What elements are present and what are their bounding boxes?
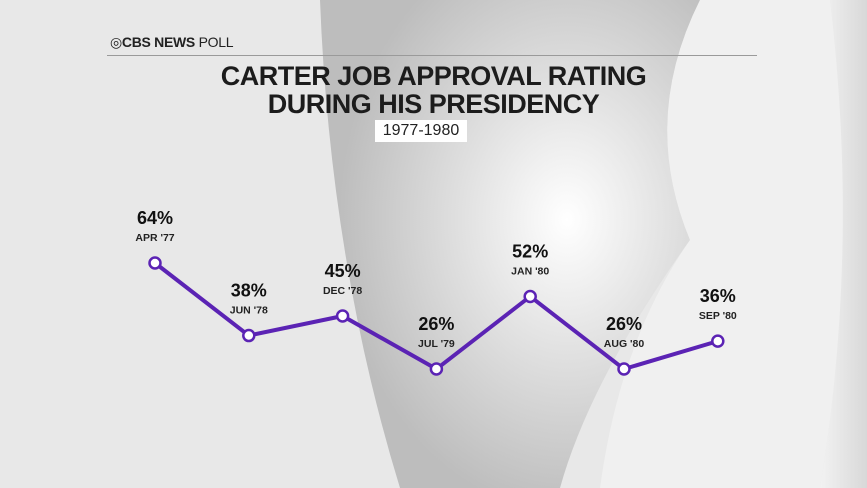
value-label: 26% <box>606 314 642 334</box>
date-label: JUN '78 <box>230 305 268 317</box>
date-label: AUG '80 <box>604 338 645 350</box>
value-label: 45% <box>325 261 361 281</box>
date-label: APR '77 <box>135 232 174 244</box>
data-point <box>242 328 256 343</box>
data-point <box>335 309 350 323</box>
date-label: DEC '78 <box>323 285 362 297</box>
value-label: 26% <box>418 314 454 334</box>
chart-subtitle: 1977-1980 <box>375 120 467 142</box>
data-point <box>711 334 725 348</box>
value-label: 64% <box>137 208 173 228</box>
value-label: 36% <box>700 286 736 306</box>
data-point <box>617 362 631 376</box>
value-label: 52% <box>512 241 548 261</box>
data-point <box>148 256 162 270</box>
date-label: SEP '80 <box>699 310 737 322</box>
header-divider <box>107 55 757 56</box>
date-label: JUL '79 <box>418 338 455 350</box>
date-label: JAN '80 <box>511 265 549 277</box>
value-label: 38% <box>231 281 267 301</box>
chart-title: CARTER JOB APPROVAL RATING DURING HIS PRE… <box>220 61 647 119</box>
data-point <box>429 362 444 376</box>
cbs-news-poll-logo: ◎CBS NEWS POLL <box>110 34 234 50</box>
data-point <box>523 289 537 304</box>
